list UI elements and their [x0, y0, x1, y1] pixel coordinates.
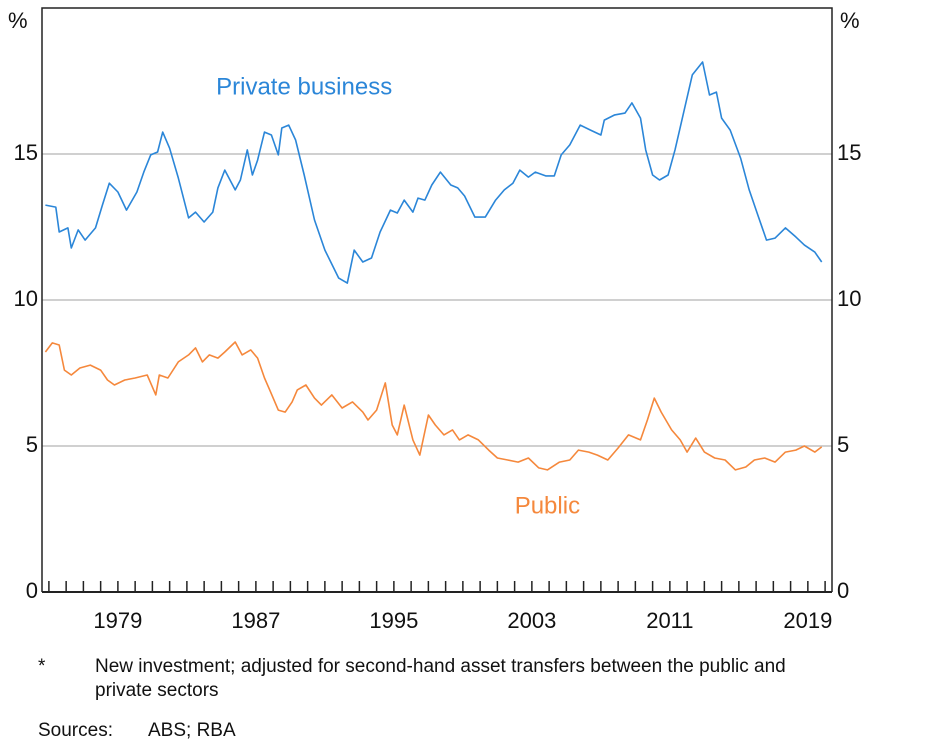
y-tick-label: 15 — [14, 140, 38, 165]
footnote-text: New investment; adjusted for second-hand… — [95, 656, 786, 701]
y-tick-label: 5 — [26, 432, 38, 457]
x-tick-label: 1987 — [231, 608, 280, 633]
y2-tick-label: 5 — [837, 432, 849, 457]
x-tick-label: 2019 — [783, 608, 832, 633]
y-tick-label: 0 — [26, 578, 38, 603]
annotation: Private business — [216, 74, 392, 101]
y2-tick-label: 0 — [837, 578, 849, 603]
footnote-marker: * — [38, 656, 46, 677]
sources-label: Sources: — [38, 720, 113, 741]
x-tick-label: 1995 — [369, 608, 418, 633]
series-line — [45, 61, 823, 284]
y2-tick-label: 10 — [837, 286, 861, 311]
x-tick-label: 2003 — [507, 608, 556, 633]
y-unit-label: % — [8, 8, 28, 33]
sources-text: ABS; RBA — [148, 720, 236, 741]
y2-tick-label: 15 — [837, 140, 861, 165]
series-line — [44, 341, 823, 471]
annotation: Public — [515, 493, 580, 520]
chart: % % 0 5 10 15 0 5 10 15 1979 1987 1995 2003 2011 2019… — [8, 7, 861, 633]
x-tick-label: 1979 — [93, 608, 142, 633]
y-tick-label: 10 — [14, 286, 38, 311]
x-tick-label: 2011 — [646, 608, 693, 633]
plot-frame — [41, 7, 833, 592]
y2-unit-label: % — [840, 8, 860, 33]
